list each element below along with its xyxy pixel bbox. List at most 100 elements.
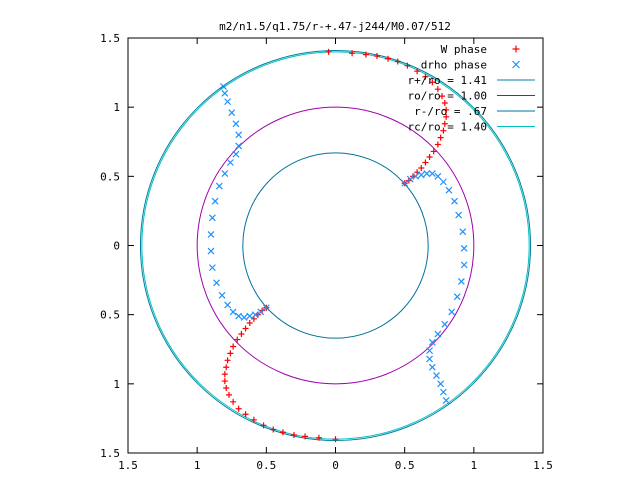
point bbox=[423, 170, 431, 177]
x-tick-label: 1 bbox=[194, 459, 201, 472]
point bbox=[349, 50, 356, 57]
chart-title: m2/n1.5/q1.75/r-+.47-j244/M0.07/512 bbox=[219, 20, 451, 33]
point bbox=[221, 170, 229, 177]
point bbox=[441, 320, 449, 328]
legend-marker bbox=[512, 45, 520, 53]
point bbox=[437, 134, 444, 141]
point bbox=[394, 58, 401, 65]
circle-2 bbox=[196, 106, 475, 385]
point bbox=[218, 291, 226, 299]
point bbox=[418, 165, 425, 172]
point bbox=[401, 179, 409, 187]
point bbox=[453, 293, 461, 301]
point bbox=[207, 247, 215, 255]
point bbox=[213, 279, 220, 287]
point bbox=[429, 79, 436, 86]
point bbox=[262, 304, 270, 312]
point bbox=[240, 314, 248, 321]
point bbox=[428, 363, 436, 371]
point bbox=[235, 312, 243, 320]
point bbox=[223, 384, 230, 391]
series-2 bbox=[207, 82, 468, 404]
point bbox=[445, 186, 453, 194]
y-tick-label: 0.5 bbox=[100, 309, 120, 322]
point bbox=[208, 214, 216, 222]
point bbox=[428, 338, 436, 346]
point bbox=[448, 308, 456, 316]
legend-label: W phase bbox=[441, 43, 487, 56]
point bbox=[221, 371, 228, 378]
point bbox=[412, 172, 420, 180]
point bbox=[439, 178, 447, 186]
legend-label: rc/ro = 1.40 bbox=[408, 121, 487, 134]
point bbox=[225, 391, 232, 398]
point bbox=[235, 142, 243, 150]
point bbox=[443, 106, 450, 113]
point bbox=[221, 89, 229, 97]
legend-label: drho phase bbox=[421, 59, 487, 72]
point bbox=[242, 325, 249, 332]
point bbox=[374, 52, 380, 59]
point bbox=[229, 308, 237, 316]
point bbox=[224, 357, 231, 364]
point bbox=[234, 336, 241, 343]
point bbox=[215, 182, 223, 190]
point bbox=[457, 278, 465, 285]
point bbox=[246, 312, 254, 320]
y-tick-label: 1.5 bbox=[100, 32, 120, 45]
y-tick-label: 0 bbox=[113, 240, 120, 253]
point bbox=[426, 347, 433, 355]
point bbox=[428, 170, 436, 177]
point bbox=[417, 171, 425, 179]
circle-3 bbox=[242, 152, 429, 339]
point bbox=[443, 113, 450, 120]
point bbox=[439, 93, 446, 100]
x-tick-label: 1.5 bbox=[533, 459, 553, 472]
point bbox=[459, 228, 467, 236]
point bbox=[422, 159, 429, 166]
point bbox=[221, 378, 228, 385]
point bbox=[224, 301, 232, 309]
point bbox=[422, 73, 429, 80]
point bbox=[279, 429, 286, 436]
x-tick-label: 0.5 bbox=[256, 459, 276, 472]
point bbox=[230, 398, 237, 405]
point bbox=[235, 131, 243, 139]
legend-label: r+/ro = 1.41 bbox=[408, 74, 487, 87]
point bbox=[246, 319, 253, 326]
point bbox=[439, 388, 447, 396]
point bbox=[406, 175, 414, 183]
point bbox=[238, 331, 245, 338]
point bbox=[332, 436, 339, 443]
x-tick-label: 0.5 bbox=[395, 459, 415, 472]
point bbox=[224, 98, 232, 106]
y-tick-label: 1.5 bbox=[100, 447, 120, 460]
point bbox=[460, 261, 468, 269]
x-tick-label: 0 bbox=[332, 459, 339, 472]
point bbox=[208, 264, 216, 272]
point bbox=[315, 434, 322, 441]
point bbox=[434, 172, 442, 180]
point bbox=[242, 411, 249, 418]
point bbox=[257, 308, 265, 316]
point bbox=[430, 148, 437, 155]
point bbox=[434, 86, 441, 93]
y-tick-label: 1 bbox=[113, 378, 120, 391]
point bbox=[434, 330, 442, 338]
point bbox=[426, 153, 433, 160]
point bbox=[434, 141, 441, 148]
point bbox=[426, 355, 433, 363]
point bbox=[232, 150, 240, 158]
point bbox=[211, 197, 219, 205]
point bbox=[250, 416, 257, 423]
point bbox=[228, 109, 236, 117]
legend-marker bbox=[512, 60, 520, 69]
point bbox=[226, 159, 234, 166]
x-tick-label: 1 bbox=[471, 459, 478, 472]
point bbox=[455, 211, 463, 219]
y-tick-label: 1 bbox=[113, 101, 120, 114]
point bbox=[440, 127, 447, 134]
point bbox=[251, 311, 259, 319]
legend-label: r-/ro = .67 bbox=[414, 105, 487, 118]
